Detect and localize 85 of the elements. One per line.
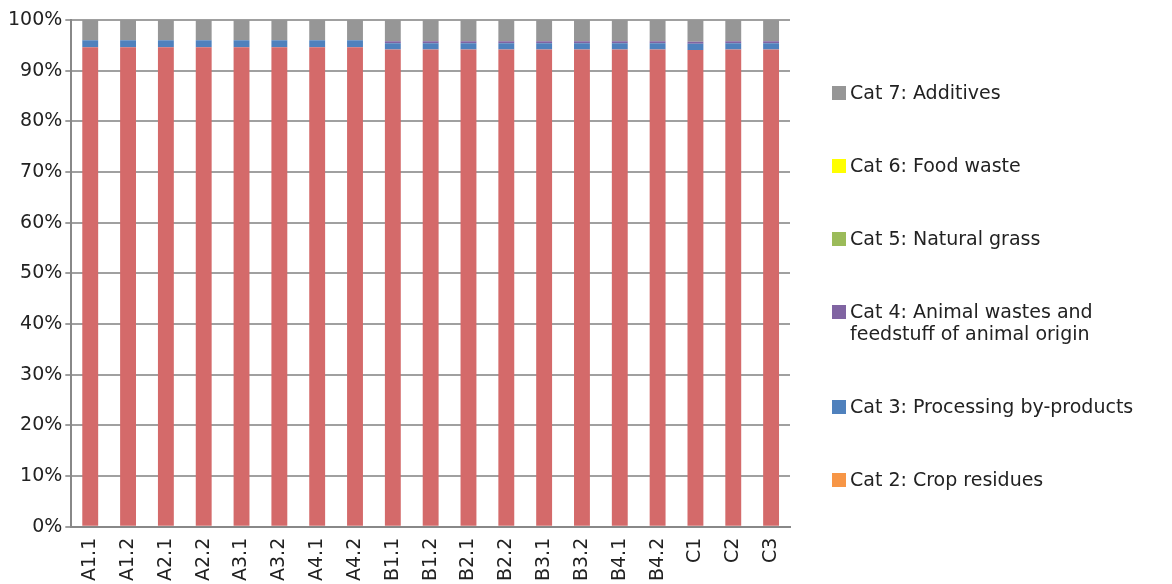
legend-label: Cat 7: Additives xyxy=(850,80,1001,103)
y-tick-label: 100% xyxy=(7,6,63,29)
bar xyxy=(82,47,99,526)
bar xyxy=(384,49,401,526)
bar xyxy=(347,47,363,526)
x-tick-label: B1.1 xyxy=(379,537,402,582)
bar xyxy=(233,47,250,526)
bar xyxy=(422,49,439,526)
bar xyxy=(120,40,136,48)
bar xyxy=(687,41,704,44)
bar xyxy=(422,43,439,50)
y-tick-label: 40% xyxy=(20,310,63,333)
bar xyxy=(763,43,780,50)
x-tick-label: B4.2 xyxy=(644,537,667,582)
bar xyxy=(574,49,590,526)
x-tick-label: B3.2 xyxy=(568,537,591,582)
legend-label: Cat 5: Natural grass xyxy=(850,226,1041,249)
bar xyxy=(195,47,212,526)
bar xyxy=(498,41,515,44)
bar xyxy=(725,49,742,526)
y-tick-label: 20% xyxy=(20,412,63,435)
bar xyxy=(233,40,250,48)
bar xyxy=(649,49,666,526)
bar xyxy=(384,43,401,50)
legend-label: Cat 4: Animal wastes and feedstuff of animal origin xyxy=(850,299,1094,344)
legend-label: Cat 2: Crop residues xyxy=(850,467,1044,490)
x-tick-label: B4.1 xyxy=(606,537,629,582)
bar xyxy=(309,47,326,526)
bar xyxy=(384,41,401,44)
y-tick-label: 60% xyxy=(20,209,63,232)
x-tick-label: A2.1 xyxy=(152,537,175,581)
bar xyxy=(271,40,288,48)
bar xyxy=(157,47,174,526)
bar xyxy=(460,41,477,44)
bar xyxy=(460,43,477,50)
bar xyxy=(649,41,666,44)
bar xyxy=(120,47,136,526)
y-tick-label: 90% xyxy=(20,57,63,80)
bar xyxy=(611,41,628,44)
bar xyxy=(725,43,742,50)
bar xyxy=(536,43,553,50)
y-tick-label: 10% xyxy=(20,463,63,486)
x-tick-label: A1.2 xyxy=(114,537,137,581)
bar xyxy=(574,43,590,50)
bar xyxy=(725,41,742,44)
bar xyxy=(82,40,99,48)
y-tick-label: 50% xyxy=(20,260,63,283)
bar xyxy=(422,41,439,44)
bar xyxy=(195,40,212,48)
bar xyxy=(157,40,174,48)
x-tick-label: A2.2 xyxy=(190,537,213,581)
bar xyxy=(498,49,515,526)
x-tick-label: B2.2 xyxy=(493,537,516,582)
bar xyxy=(687,43,704,50)
x-tick-label: A4.2 xyxy=(341,537,364,581)
x-tick-label: C2 xyxy=(720,537,743,564)
bar xyxy=(271,47,288,526)
legend-label: Cat 3: Processing by-products xyxy=(850,394,1134,417)
bar xyxy=(536,49,553,526)
legend-label: Cat 6: Food waste xyxy=(850,153,1021,176)
y-tick-label: 30% xyxy=(20,361,63,384)
x-tick-label: A3.1 xyxy=(228,537,251,581)
x-tick-label: A1.1 xyxy=(77,537,100,581)
bar xyxy=(498,43,515,50)
x-tick-label: C3 xyxy=(758,537,781,564)
x-tick-label: B1.2 xyxy=(417,537,440,582)
x-tick-label: C1 xyxy=(682,537,705,564)
bar xyxy=(460,49,477,526)
bar xyxy=(309,40,326,48)
y-tick-label: 80% xyxy=(20,108,63,131)
bar xyxy=(649,43,666,50)
bar xyxy=(687,49,704,526)
bar xyxy=(611,43,628,50)
x-tick-label: A3.2 xyxy=(266,537,289,581)
bar xyxy=(574,41,590,44)
y-tick-label: 0% xyxy=(32,513,63,536)
bar xyxy=(536,41,553,44)
x-tick-label: B2.1 xyxy=(455,537,478,582)
x-tick-label: A4.1 xyxy=(304,537,327,581)
bar xyxy=(763,49,780,526)
bar xyxy=(347,40,363,48)
bar xyxy=(763,41,780,44)
x-tick-label: B3.1 xyxy=(531,537,554,582)
y-tick-label: 70% xyxy=(20,158,63,181)
bar xyxy=(611,49,628,526)
